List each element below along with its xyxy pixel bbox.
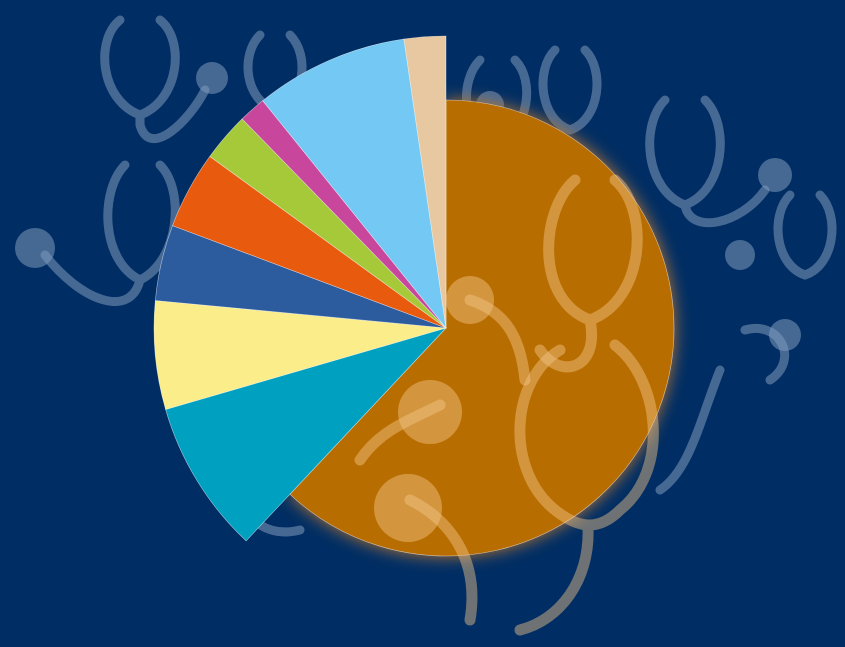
- stethoscope-icon: [100, 15, 228, 144]
- stethoscope-icon-overlay: [354, 174, 659, 636]
- pie-slice-1: [289, 99, 675, 557]
- stethoscope-icon: [538, 45, 602, 135]
- pie-slice-8: [262, 38, 447, 330]
- pie-slice-2: [165, 327, 447, 542]
- stethoscope-icon: [725, 190, 837, 280]
- pie-slice-9: [403, 35, 447, 329]
- pie-slices: [153, 35, 675, 557]
- stethoscope-icon: [655, 319, 801, 495]
- stethoscope-icon: [464, 294, 531, 386]
- stethoscope-icon: [15, 160, 180, 307]
- stethoscope-icon: [446, 174, 643, 373]
- stethoscope-icon: [645, 95, 792, 228]
- stethoscope-icon: [514, 339, 659, 636]
- stethoscope-icon: [354, 380, 478, 626]
